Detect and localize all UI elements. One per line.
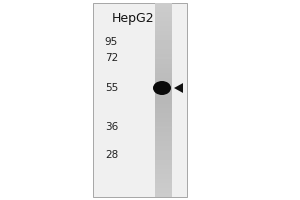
- Text: 95: 95: [105, 37, 118, 47]
- Text: 72: 72: [105, 53, 118, 63]
- Text: HepG2: HepG2: [112, 12, 154, 25]
- Polygon shape: [174, 83, 183, 93]
- Text: 28: 28: [105, 150, 118, 160]
- Text: 55: 55: [105, 83, 118, 93]
- Bar: [93, 3, 187, 197]
- Text: 36: 36: [105, 122, 118, 132]
- Ellipse shape: [153, 81, 171, 95]
